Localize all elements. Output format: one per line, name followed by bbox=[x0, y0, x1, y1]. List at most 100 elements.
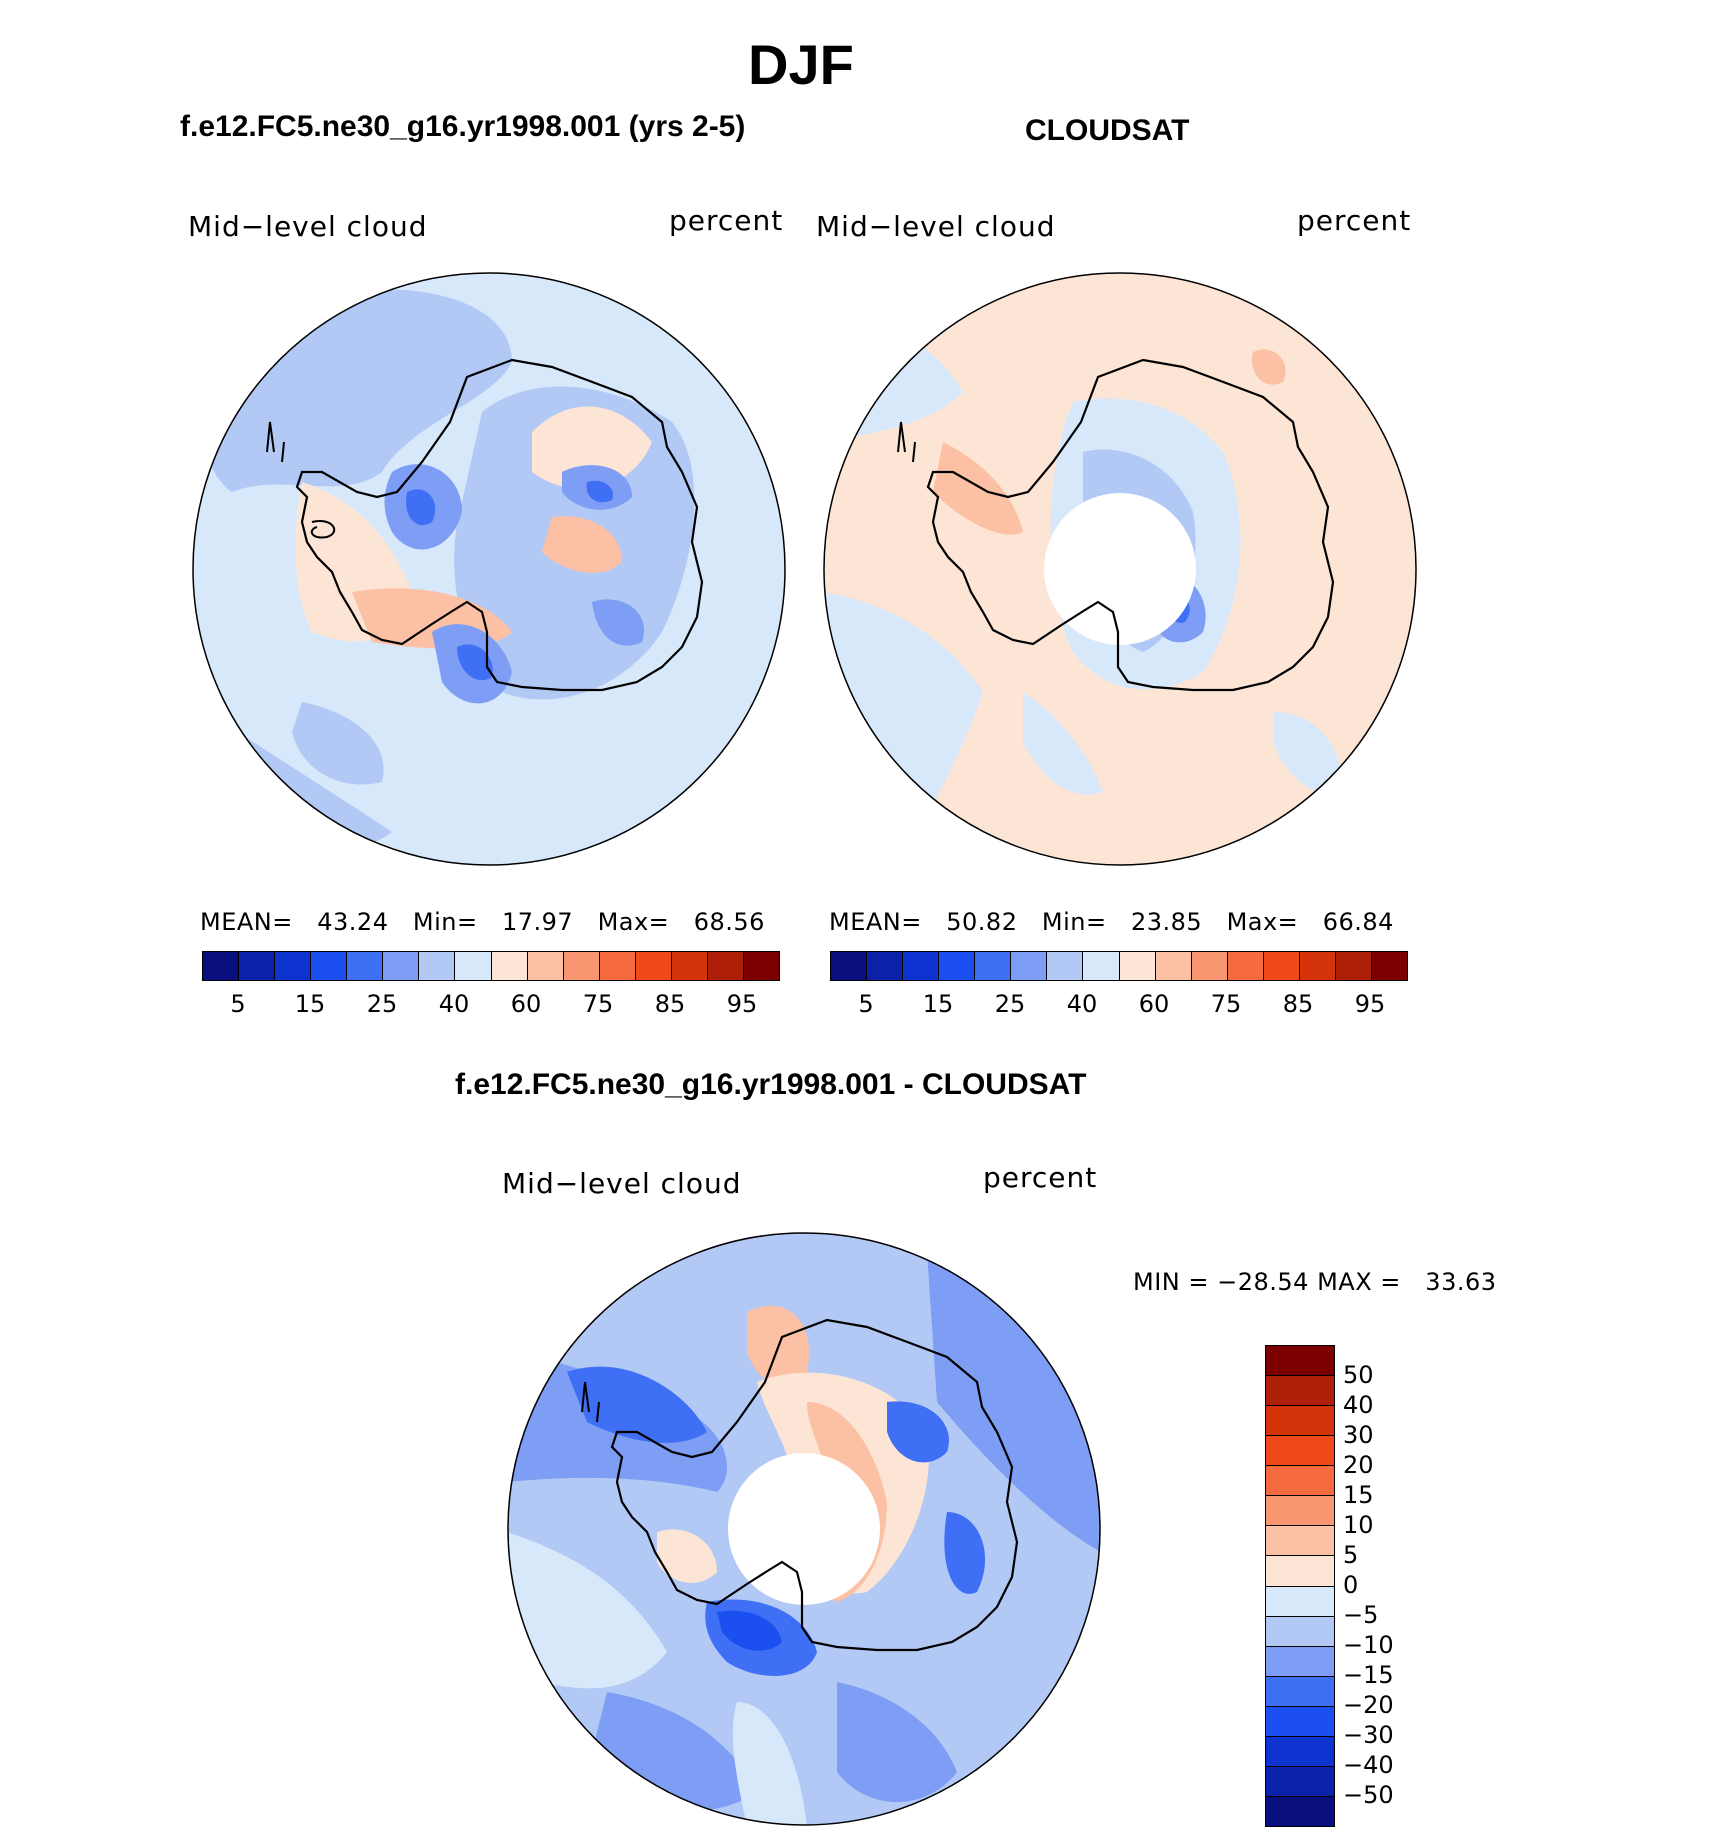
colorbar-swatch bbox=[491, 952, 528, 980]
obs-max-label: Max= bbox=[1226, 908, 1299, 936]
colorbar-tick-label: 75 bbox=[1210, 990, 1242, 1018]
obs-units-label: percent bbox=[1297, 204, 1412, 237]
colorbar-swatch bbox=[743, 952, 779, 980]
model-mean-value: 43.24 bbox=[317, 908, 389, 936]
diff-min-value: −28.54 bbox=[1217, 1268, 1309, 1296]
colorbar-swatch bbox=[939, 952, 976, 980]
model-min-value: 17.97 bbox=[501, 908, 574, 936]
colorbar-tick-label: 5 bbox=[230, 990, 246, 1018]
obs-polar-map bbox=[823, 272, 1417, 866]
colorbar-swatch bbox=[1266, 1736, 1334, 1767]
diff-variable-label: Mid−level cloud bbox=[502, 1167, 742, 1200]
colorbar-swatch bbox=[975, 952, 1012, 980]
obs-max-value: 66.84 bbox=[1322, 908, 1394, 936]
colorbar-tick-label: 95 bbox=[1354, 990, 1386, 1018]
obs-panel-title: CLOUDSAT bbox=[1025, 114, 1190, 147]
diff-max-label: MAX = bbox=[1317, 1268, 1401, 1296]
diff-min-label: MIN = bbox=[1133, 1268, 1209, 1296]
obs-colorbar-ticks: 5 15 25 40 60 75 85 95 bbox=[830, 990, 1406, 1020]
obs-mean-label: MEAN= bbox=[829, 908, 922, 936]
colorbar-tick-label: −30 bbox=[1343, 1721, 1394, 1749]
colorbar-swatch bbox=[419, 952, 456, 980]
colorbar-swatch bbox=[1266, 1766, 1334, 1797]
colorbar-swatch bbox=[1155, 952, 1192, 980]
colorbar-swatch bbox=[1263, 952, 1300, 980]
colorbar-tick-label: 60 bbox=[1138, 990, 1170, 1018]
colorbar-tick-label: 15 bbox=[922, 990, 954, 1018]
colorbar-tick-label: 25 bbox=[366, 990, 398, 1018]
colorbar-swatch bbox=[1266, 1376, 1334, 1407]
model-polar-map bbox=[192, 272, 786, 866]
colorbar-tick-label: 95 bbox=[726, 990, 758, 1018]
colorbar-swatch bbox=[1266, 1496, 1334, 1527]
colorbar-swatch bbox=[1266, 1616, 1334, 1647]
diff-max-value: 33.63 bbox=[1425, 1268, 1497, 1296]
colorbar-swatch bbox=[455, 952, 492, 980]
colorbar-tick-label: −50 bbox=[1343, 1781, 1394, 1809]
colorbar-swatch bbox=[1266, 1586, 1334, 1617]
figure-title: DJF bbox=[748, 33, 854, 96]
colorbar-swatch bbox=[1047, 952, 1084, 980]
colorbar-swatch bbox=[1266, 1526, 1334, 1557]
diff-stats: MIN = −28.54 MAX = 33.63 bbox=[1133, 1268, 1497, 1296]
colorbar-tick-label: −5 bbox=[1343, 1601, 1379, 1629]
diff-polar-map bbox=[507, 1232, 1101, 1826]
colorbar-swatch bbox=[707, 952, 744, 980]
colorbar-tick-label: 20 bbox=[1343, 1451, 1374, 1479]
colorbar-swatch bbox=[1266, 1346, 1334, 1377]
colorbar-tick-label: 0 bbox=[1343, 1571, 1359, 1599]
colorbar-tick-label: 40 bbox=[1343, 1391, 1374, 1419]
colorbar-tick-label: 15 bbox=[1343, 1481, 1374, 1509]
colorbar-swatch bbox=[527, 952, 564, 980]
colorbar-swatch bbox=[275, 952, 312, 980]
model-max-value: 68.56 bbox=[693, 908, 765, 936]
colorbar-swatch bbox=[1266, 1406, 1334, 1437]
model-colorbar-ticks: 5 15 25 40 60 75 85 95 bbox=[202, 990, 778, 1020]
colorbar-swatch bbox=[1266, 1706, 1334, 1737]
colorbar-swatch bbox=[1335, 952, 1372, 980]
colorbar-tick-label: −10 bbox=[1343, 1631, 1394, 1659]
colorbar-swatch bbox=[311, 952, 348, 980]
colorbar-swatch bbox=[599, 952, 636, 980]
colorbar-swatch bbox=[203, 952, 240, 980]
colorbar-swatch bbox=[1266, 1796, 1334, 1826]
colorbar-swatch bbox=[563, 952, 600, 980]
model-variable-label: Mid−level cloud bbox=[188, 210, 428, 243]
colorbar-swatch bbox=[1266, 1676, 1334, 1707]
model-max-label: Max= bbox=[597, 908, 670, 936]
colorbar-swatch bbox=[1371, 952, 1407, 980]
colorbar-swatch bbox=[1011, 952, 1048, 980]
obs-mean-value: 50.82 bbox=[946, 908, 1018, 936]
colorbar-swatch bbox=[347, 952, 384, 980]
colorbar-swatch bbox=[1266, 1466, 1334, 1497]
colorbar-swatch bbox=[383, 952, 420, 980]
colorbar-tick-label: −20 bbox=[1343, 1691, 1394, 1719]
colorbar-tick-label: 10 bbox=[1343, 1511, 1374, 1539]
colorbar-swatch bbox=[1191, 952, 1228, 980]
diff-colorbar bbox=[1265, 1345, 1335, 1827]
colorbar-tick-label: 75 bbox=[582, 990, 614, 1018]
obs-stats: MEAN= 50.82 Min= 23.85 Max= 66.84 bbox=[829, 908, 1394, 936]
colorbar-swatch bbox=[635, 952, 672, 980]
colorbar-swatch bbox=[239, 952, 276, 980]
colorbar-swatch bbox=[1299, 952, 1336, 980]
colorbar-swatch bbox=[1266, 1556, 1334, 1587]
obs-colorbar bbox=[830, 951, 1408, 981]
colorbar-tick-label: 40 bbox=[1066, 990, 1098, 1018]
colorbar-tick-label: 25 bbox=[994, 990, 1026, 1018]
colorbar-tick-label: 5 bbox=[1343, 1541, 1359, 1569]
colorbar-tick-label: 60 bbox=[510, 990, 542, 1018]
colorbar-tick-label: 85 bbox=[654, 990, 686, 1018]
colorbar-tick-label: 40 bbox=[438, 990, 470, 1018]
diff-panel-title: f.e12.FC5.ne30_g16.yr1998.001 - CLOUDSAT bbox=[455, 1068, 1087, 1101]
obs-min-value: 23.85 bbox=[1130, 908, 1203, 936]
colorbar-swatch bbox=[671, 952, 708, 980]
colorbar-swatch bbox=[1083, 952, 1120, 980]
diff-colorbar-ticks: 50 40 30 20 15 10 5 0 −5 −10 −15 −20 −30 −40 −50 bbox=[1343, 1345, 1463, 1825]
model-min-label: Min= bbox=[412, 908, 478, 936]
diff-units-label: percent bbox=[983, 1161, 1098, 1194]
obs-min-label: Min= bbox=[1041, 908, 1107, 936]
colorbar-tick-label: 5 bbox=[858, 990, 874, 1018]
colorbar-swatch bbox=[1266, 1436, 1334, 1467]
colorbar-tick-label: 15 bbox=[294, 990, 326, 1018]
